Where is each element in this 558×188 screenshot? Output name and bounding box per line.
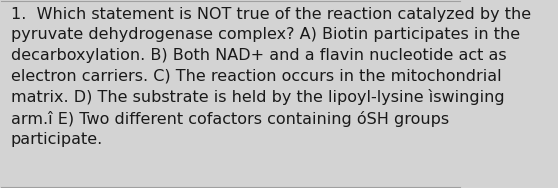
Text: 1.  Which statement is NOT true of the reaction catalyzed by the
pyruvate dehydr: 1. Which statement is NOT true of the re… bbox=[11, 7, 531, 147]
